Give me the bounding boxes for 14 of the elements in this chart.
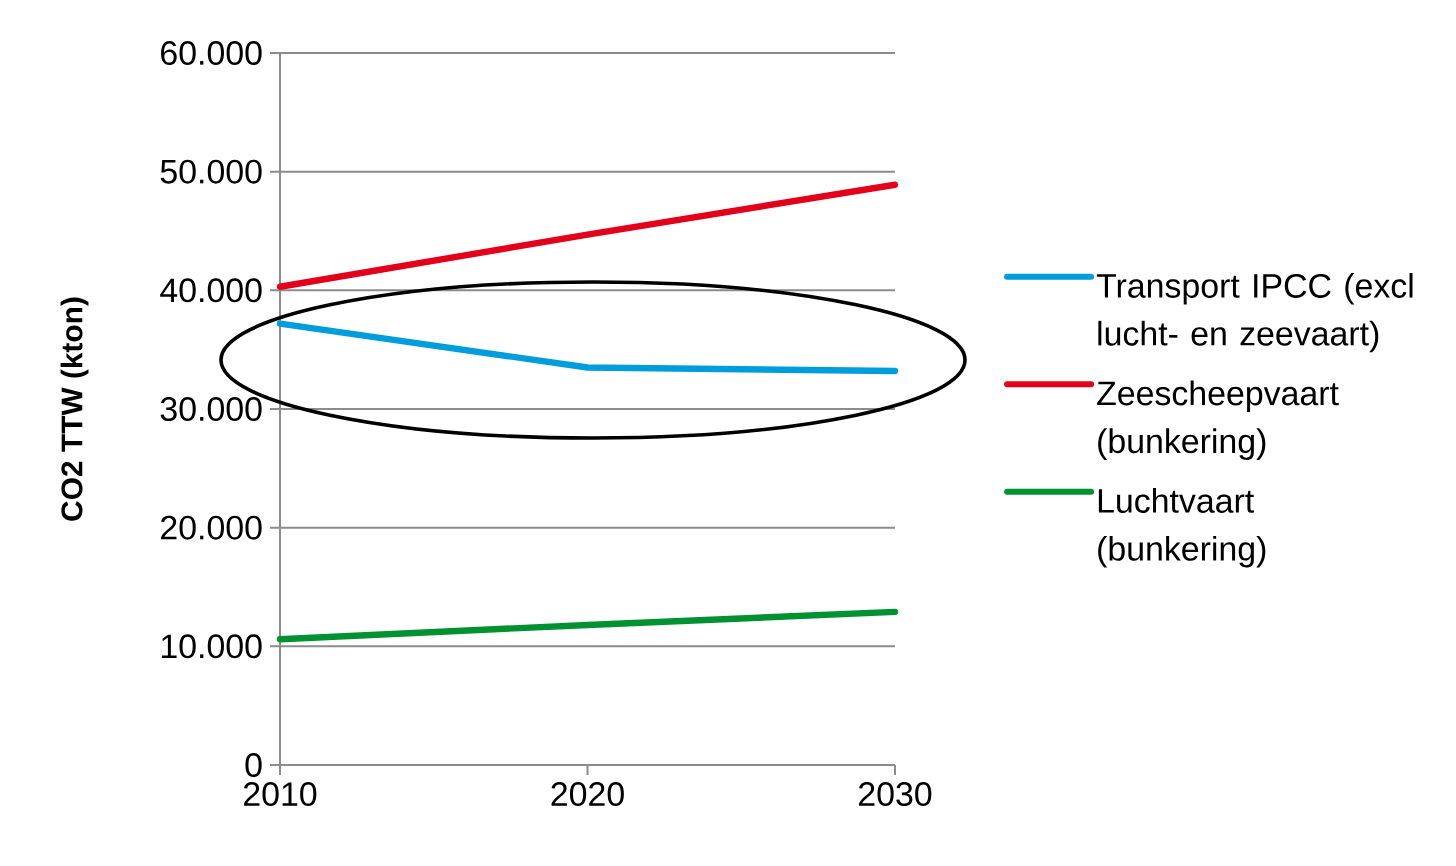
- y-tick-label: 60.000: [161, 41, 262, 65]
- y-tick-label: 20.000: [161, 515, 262, 540]
- y-tick-label: 50.000: [160, 159, 262, 184]
- y-tick-label: 10.000: [161, 634, 262, 659]
- legend-label: Transport IPCC (excl lucht- en zeevaart): [1096, 273, 1413, 353]
- legend-label: Zeescheepvaart (bunkering): [1097, 380, 1339, 460]
- x-tick-label: 2030: [859, 782, 932, 807]
- y-tick-label: 30.000: [160, 397, 262, 421]
- y-tick-label: 0: [245, 753, 262, 777]
- legend-label: Luchtvaart (bunkering): [1098, 488, 1266, 568]
- x-tick-label: 2020: [551, 782, 624, 807]
- y-tick-label: 40.000: [160, 278, 262, 303]
- y-axis-title: CO2 TTW (kton): [60, 297, 89, 521]
- x-tick-label: 2010: [244, 782, 317, 807]
